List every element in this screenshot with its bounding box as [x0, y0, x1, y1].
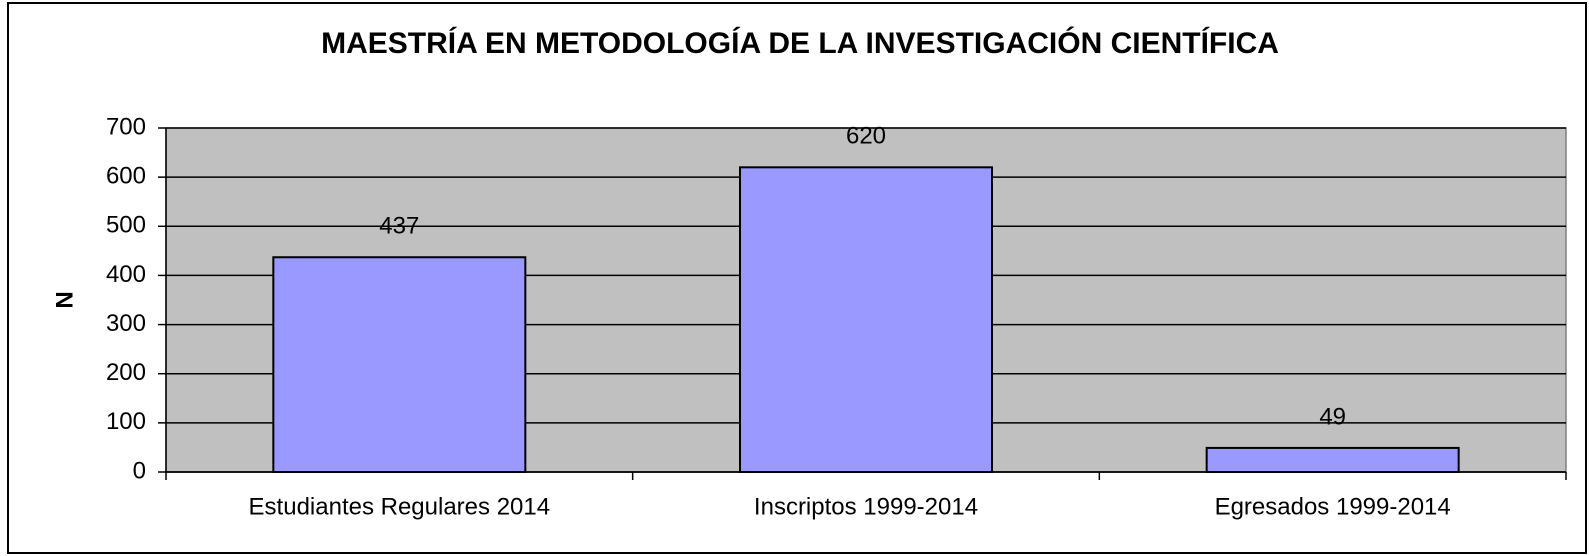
- data-label: 620: [846, 123, 886, 150]
- y-axis-label: N: [51, 291, 78, 308]
- x-tick-label: Estudiantes Regulares 2014: [249, 493, 551, 520]
- bar: [1205, 446, 1460, 474]
- y-tick-label: 600: [106, 162, 146, 189]
- y-tick-label: 700: [106, 113, 146, 140]
- chart-title: MAESTRÍA EN METODOLOGÍA DE LA INVESTIGAC…: [321, 26, 1279, 60]
- data-label: 49: [1319, 403, 1346, 430]
- bar: [739, 166, 993, 473]
- data-label: 437: [379, 213, 419, 240]
- bar: [272, 256, 527, 474]
- y-tick-label: 500: [106, 212, 146, 239]
- y-tick-label: 100: [106, 408, 146, 435]
- y-tick-label: 400: [106, 261, 146, 288]
- y-tick-label: 300: [106, 310, 146, 337]
- y-tick-label: 200: [106, 359, 146, 386]
- x-tick-label: Inscriptos 1999-2014: [754, 493, 978, 520]
- x-tick-label: Egresados 1999-2014: [1215, 493, 1451, 520]
- y-tick-label: 0: [133, 457, 146, 484]
